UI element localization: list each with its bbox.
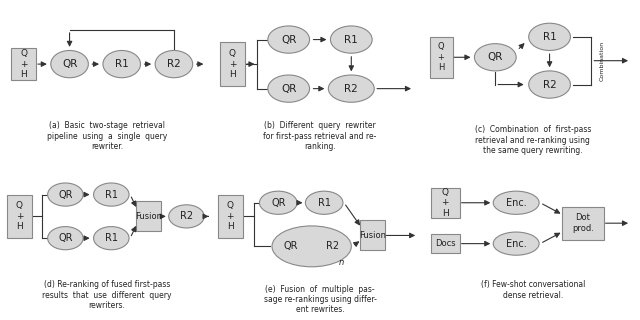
Text: R2: R2: [180, 212, 193, 221]
Text: (c)  Combination  of  first-pass
retrieval and re-ranking using
the same query r: (c) Combination of first-pass retrieval …: [475, 125, 591, 155]
Text: n: n: [339, 258, 344, 267]
Text: Q
+
H: Q + H: [16, 202, 23, 231]
FancyBboxPatch shape: [431, 234, 460, 253]
Ellipse shape: [529, 23, 570, 51]
Ellipse shape: [103, 51, 141, 78]
Text: R1: R1: [105, 233, 118, 243]
Text: (d) Re-ranking of fused first-pass
results  that  use  different  query
rewriter: (d) Re-ranking of fused first-pass resul…: [42, 280, 172, 310]
Ellipse shape: [272, 226, 351, 267]
Ellipse shape: [47, 227, 83, 250]
Ellipse shape: [47, 183, 83, 206]
Ellipse shape: [330, 26, 372, 53]
Text: QR: QR: [284, 241, 298, 251]
Text: QR: QR: [58, 233, 72, 243]
Ellipse shape: [328, 75, 374, 102]
Ellipse shape: [51, 51, 88, 78]
Text: QR: QR: [58, 189, 72, 200]
Text: (e)  Fusion  of  multiple  pas-
sage re-rankings using differ-
ent rewrites.: (e) Fusion of multiple pas- sage re-rank…: [264, 284, 376, 314]
Text: R2: R2: [543, 80, 556, 90]
FancyBboxPatch shape: [562, 207, 604, 240]
Ellipse shape: [493, 232, 539, 255]
Ellipse shape: [93, 227, 129, 250]
Ellipse shape: [529, 71, 570, 98]
Text: Fusion: Fusion: [358, 231, 386, 240]
Text: QR: QR: [271, 198, 285, 208]
Text: Dot
prod.: Dot prod.: [572, 213, 594, 233]
Ellipse shape: [493, 191, 539, 214]
Ellipse shape: [169, 205, 204, 228]
Ellipse shape: [268, 26, 310, 53]
FancyBboxPatch shape: [220, 42, 245, 86]
FancyBboxPatch shape: [136, 201, 161, 231]
Text: QR: QR: [281, 35, 296, 44]
Text: R2: R2: [167, 59, 180, 69]
Text: R1: R1: [115, 59, 129, 69]
Text: R2: R2: [326, 241, 339, 251]
Text: Enc.: Enc.: [506, 198, 527, 208]
Ellipse shape: [268, 75, 310, 102]
FancyBboxPatch shape: [429, 37, 452, 78]
Text: QR: QR: [281, 84, 296, 94]
Ellipse shape: [259, 191, 297, 214]
FancyBboxPatch shape: [7, 195, 32, 238]
Text: (b)  Different  query  rewriter
for first-pass retrieval and re-
ranking.: (b) Different query rewriter for first-p…: [263, 121, 377, 151]
Text: Q
+
H: Q + H: [438, 42, 444, 72]
Text: R2: R2: [344, 84, 358, 94]
Ellipse shape: [474, 44, 516, 71]
FancyBboxPatch shape: [360, 220, 385, 251]
Text: Q
+
H: Q + H: [227, 202, 234, 231]
Text: Fusion: Fusion: [136, 212, 163, 221]
Text: (f) Few-shot conversational
dense retrieval.: (f) Few-shot conversational dense retrie…: [481, 280, 585, 300]
Text: QR: QR: [488, 52, 503, 62]
Text: Combination: Combination: [600, 41, 605, 81]
Text: QR: QR: [62, 59, 77, 69]
Ellipse shape: [155, 51, 193, 78]
FancyBboxPatch shape: [11, 48, 36, 80]
Ellipse shape: [93, 183, 129, 206]
FancyBboxPatch shape: [431, 188, 460, 218]
Text: Q
+
H: Q + H: [228, 49, 236, 79]
Text: R1: R1: [344, 35, 358, 44]
FancyBboxPatch shape: [218, 195, 243, 238]
Text: Enc.: Enc.: [506, 239, 527, 249]
Ellipse shape: [305, 191, 343, 214]
Text: R1: R1: [105, 189, 118, 200]
Text: Docs: Docs: [435, 239, 456, 248]
Text: R1: R1: [543, 32, 556, 42]
Text: R1: R1: [317, 198, 331, 208]
Text: Q
+
H: Q + H: [442, 188, 449, 218]
Text: Q
+
H: Q + H: [20, 49, 28, 79]
Text: (a)  Basic  two-stage  retrieval
pipeline  using  a  single  query
rewriter.: (a) Basic two-stage retrieval pipeline u…: [47, 121, 167, 151]
